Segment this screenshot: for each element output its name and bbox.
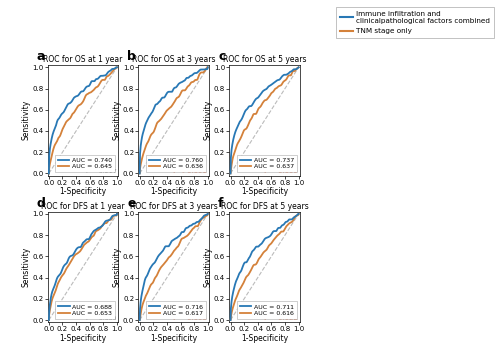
Legend: AUC = 0.688, AUC = 0.653: AUC = 0.688, AUC = 0.653 bbox=[55, 301, 115, 319]
Title: ROC for DFS at 1 year: ROC for DFS at 1 year bbox=[41, 202, 124, 211]
Text: f: f bbox=[218, 197, 224, 210]
Text: d: d bbox=[36, 197, 46, 210]
X-axis label: 1-Specificity: 1-Specificity bbox=[150, 334, 198, 343]
Text: P = 0.217: P = 0.217 bbox=[86, 169, 116, 174]
Text: c: c bbox=[218, 50, 226, 63]
X-axis label: 1-Specificity: 1-Specificity bbox=[241, 334, 288, 343]
Y-axis label: Sensitivity: Sensitivity bbox=[112, 247, 122, 287]
Title: ROC for OS at 1 year: ROC for OS at 1 year bbox=[43, 55, 122, 64]
X-axis label: 1-Specificity: 1-Specificity bbox=[150, 187, 198, 196]
X-axis label: 1-Specificity: 1-Specificity bbox=[241, 187, 288, 196]
Legend: AUC = 0.737, AUC = 0.637: AUC = 0.737, AUC = 0.637 bbox=[236, 155, 297, 172]
Text: b: b bbox=[128, 50, 136, 63]
Title: ROC for OS at 5 years: ROC for OS at 5 years bbox=[223, 55, 306, 64]
X-axis label: 1-Specificity: 1-Specificity bbox=[60, 334, 106, 343]
Y-axis label: Sensitivity: Sensitivity bbox=[22, 247, 30, 287]
Text: P = 0.669: P = 0.669 bbox=[86, 316, 116, 321]
Y-axis label: Sensitivity: Sensitivity bbox=[204, 247, 212, 287]
Title: ROC for OS at 3 years: ROC for OS at 3 years bbox=[132, 55, 216, 64]
X-axis label: 1-Specificity: 1-Specificity bbox=[60, 187, 106, 196]
Text: e: e bbox=[128, 197, 136, 210]
Y-axis label: Sensitivity: Sensitivity bbox=[22, 100, 30, 140]
Y-axis label: Sensitivity: Sensitivity bbox=[112, 100, 122, 140]
Title: ROC for DFS at 3 years: ROC for DFS at 3 years bbox=[130, 202, 218, 211]
Legend: Immune infiltration and
clinicalpathological factors combined, TNM stage only: Immune infiltration and clinicalpatholog… bbox=[336, 7, 494, 38]
Y-axis label: Sensitivity: Sensitivity bbox=[204, 100, 212, 140]
Text: P = 0.022: P = 0.022 bbox=[264, 316, 298, 321]
Legend: AUC = 0.711, AUC = 0.616: AUC = 0.711, AUC = 0.616 bbox=[237, 301, 297, 319]
Legend: AUC = 0.760, AUC = 0.636: AUC = 0.760, AUC = 0.636 bbox=[146, 155, 206, 172]
Title: ROC for DFS at 5 years: ROC for DFS at 5 years bbox=[220, 202, 308, 211]
Text: P = 0.009: P = 0.009 bbox=[264, 169, 298, 174]
Legend: AUC = 0.740, AUC = 0.645: AUC = 0.740, AUC = 0.645 bbox=[55, 155, 115, 172]
Text: P = 0.006: P = 0.006 bbox=[174, 316, 207, 321]
Text: P < 0.001: P < 0.001 bbox=[174, 169, 207, 174]
Text: a: a bbox=[36, 50, 45, 63]
Legend: AUC = 0.716, AUC = 0.617: AUC = 0.716, AUC = 0.617 bbox=[146, 301, 206, 319]
